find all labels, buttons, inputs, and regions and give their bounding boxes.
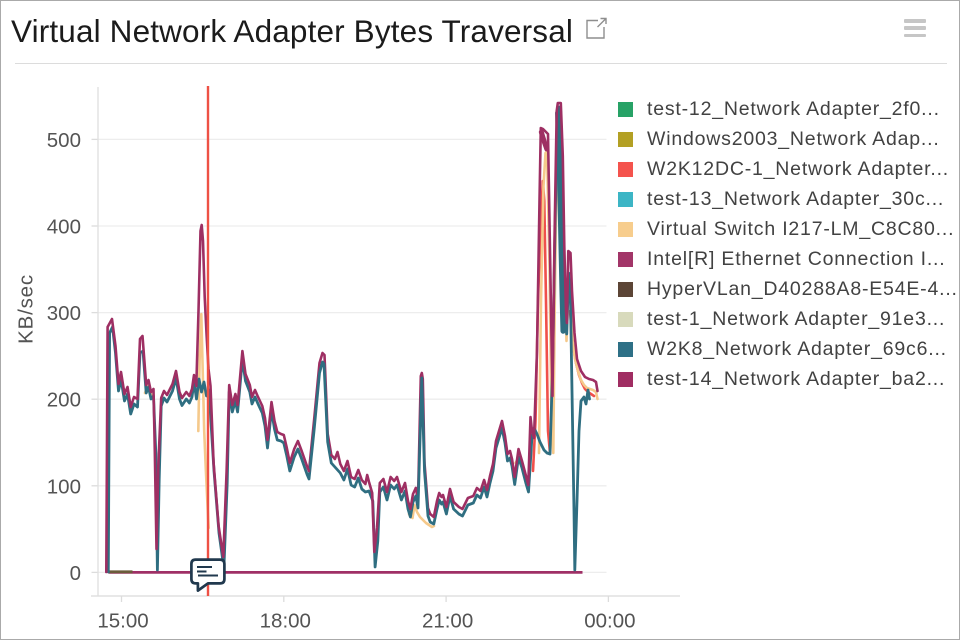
svg-text:KB/sec: KB/sec [15, 274, 38, 344]
svg-text:100: 100 [47, 475, 81, 498]
svg-text:500: 500 [47, 129, 81, 152]
svg-text:0: 0 [70, 562, 81, 585]
svg-text:400: 400 [47, 216, 81, 239]
svg-text:21:00: 21:00 [422, 610, 473, 633]
svg-text:00:00: 00:00 [584, 610, 635, 633]
svg-text:15:00: 15:00 [97, 610, 148, 633]
svg-text:18:00: 18:00 [260, 610, 311, 633]
svg-text:200: 200 [47, 389, 81, 412]
svg-text:300: 300 [47, 302, 81, 325]
